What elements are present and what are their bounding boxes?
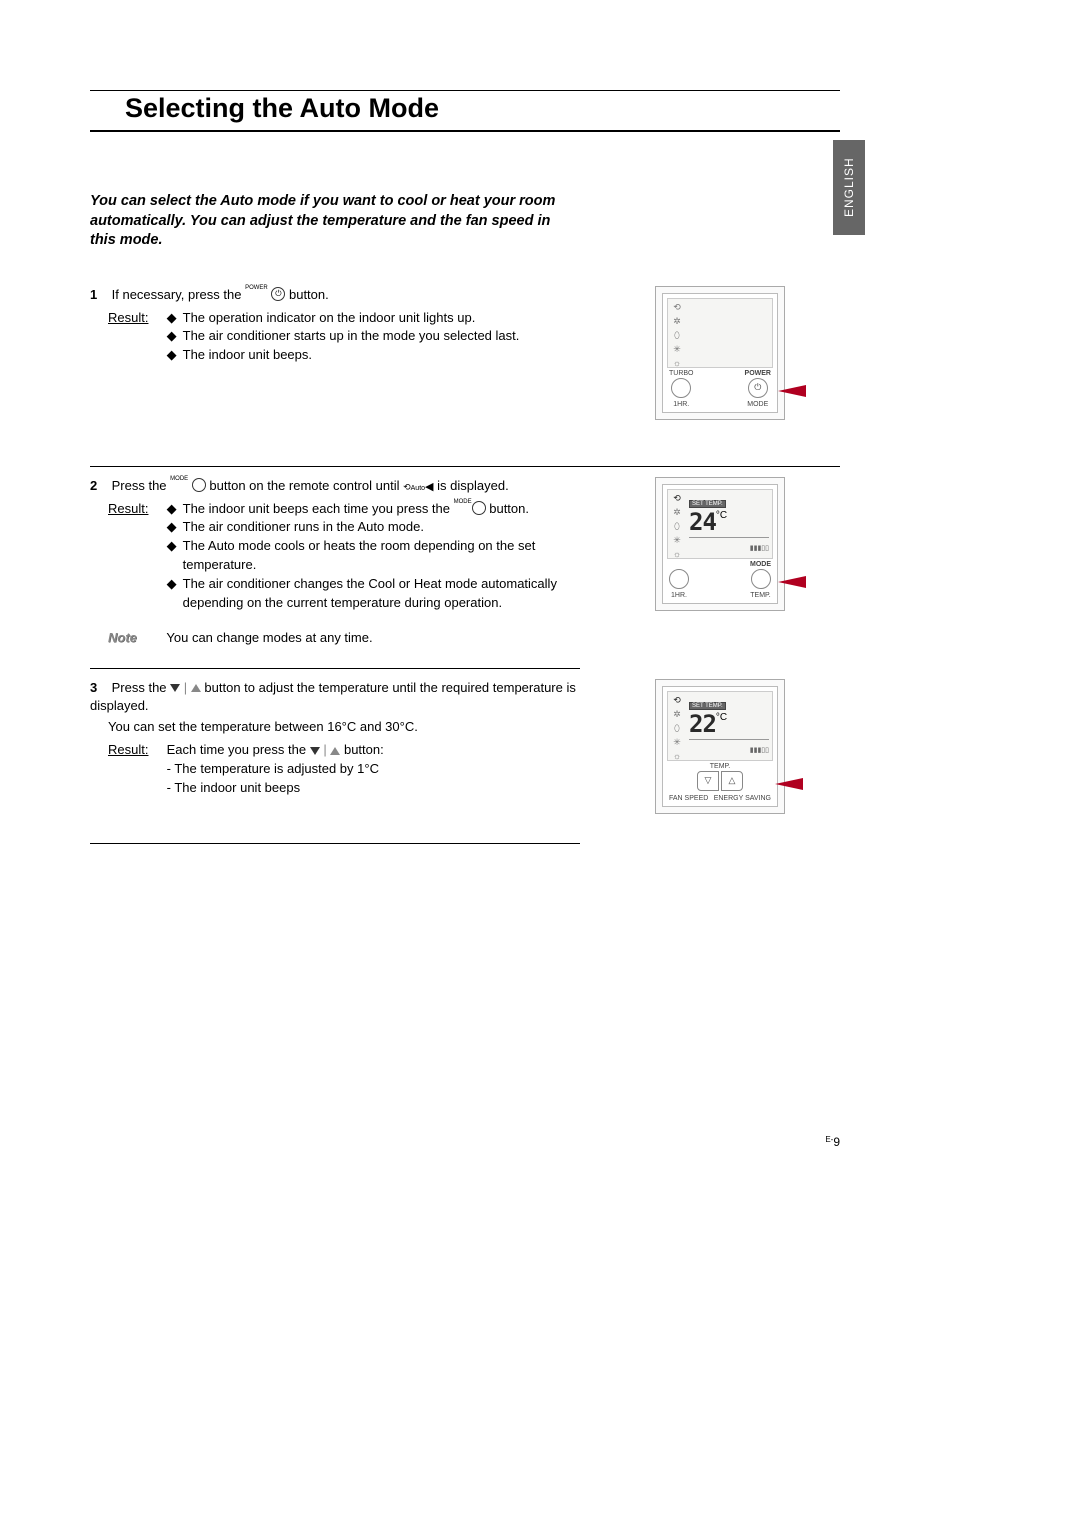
drop-icon: ⬯ (674, 521, 680, 532)
bullet-text: The air conditioner starts up in the mod… (183, 327, 520, 346)
auto-icon: ⟲ (673, 695, 681, 706)
hr-label: 1HR. (673, 401, 689, 408)
note-text: You can change modes at any time. (166, 630, 372, 645)
temp-label: TEMP. (710, 763, 731, 770)
power-label: POWER (745, 370, 771, 377)
mode-label: MODE (747, 401, 768, 408)
mode-button (751, 569, 771, 589)
bullet-text: The indoor unit beeps. (183, 346, 312, 365)
down-triangle-icon (170, 684, 180, 692)
temp-up-button: △ (721, 771, 743, 791)
title-bar: Selecting the Auto Mode (90, 90, 840, 132)
snow-icon: ✲ (673, 709, 681, 720)
page-content: Selecting the Auto Mode You can select t… (90, 0, 840, 849)
bullet-text: The Auto mode cools or heats the room de… (183, 537, 567, 575)
step-1: 1 If necessary, press the POWER ⏻ button… (90, 276, 840, 456)
step-number: 3 (90, 679, 108, 698)
remote-figure-3: ⟲ ✲ ⬯ ✳ ☼ SET TEMP. 22°C ▮▮▮▯▯ (655, 679, 785, 814)
note-label: Note (108, 629, 163, 648)
result-label: Result: (108, 500, 163, 519)
step-text: is displayed. (437, 478, 509, 493)
energy-saving-label: ENERGY SAVING (714, 795, 771, 802)
bullet-text: The indoor unit beeps each time you pres… (183, 500, 529, 519)
up-triangle-icon (330, 747, 340, 755)
set-temp-label: SET TEMP. (689, 500, 726, 508)
red-arrow-icon (778, 576, 806, 588)
result-line: - The temperature is adjusted by 1°C (167, 760, 567, 779)
bullet-text: The air conditioner runs in the Auto mod… (183, 518, 424, 537)
result-line: - The indoor unit beeps (167, 779, 567, 798)
step-text: Press the (112, 680, 171, 695)
power-button: ⏻ (748, 378, 768, 398)
snow-icon: ✲ (673, 507, 681, 518)
red-arrow-icon (778, 385, 806, 397)
drop-icon: ⬯ (674, 723, 680, 734)
auto-icon: ⟲ (673, 302, 681, 313)
step-text: You can set the temperature between 16°C… (90, 718, 590, 737)
turbo-button (669, 569, 689, 589)
turbo-label: TURBO (669, 370, 694, 377)
page-number: E-9 (825, 1135, 840, 1149)
mode-label: MODE (750, 561, 771, 568)
power-icon: ⏻ (271, 287, 285, 301)
star-icon: ✳ (673, 535, 681, 546)
step-number: 2 (90, 477, 108, 496)
hr-label: 1HR. (671, 592, 687, 599)
step-text-after: button. (289, 287, 329, 302)
star-icon: ✳ (673, 344, 681, 355)
up-triangle-icon (191, 684, 201, 692)
remote-figure-2: ⟲ ✲ ⬯ ✳ ☼ SET TEMP. 24°C ▮▮▮▯▯ (655, 477, 785, 611)
step-2: 2 Press the MODE button on the remote co… (90, 466, 840, 669)
result-label: Result: (108, 741, 163, 760)
result-label: Result: (108, 309, 163, 328)
step-number: 1 (90, 286, 108, 305)
sun-icon: ☼ (673, 549, 681, 559)
bullet-text: The air conditioner changes the Cool or … (183, 575, 567, 613)
fan-speed-label: FAN SPEED (669, 795, 708, 802)
result-text: button: (344, 742, 384, 757)
power-button-tiny-label: POWER (245, 285, 268, 291)
remote-figure-1: ⟲ ✲ ⬯ ✳ ☼ TURBO 1HR. (655, 286, 785, 420)
bullet-text: The operation indicator on the indoor un… (183, 309, 476, 328)
mode-tiny-label: MODE (170, 476, 188, 482)
temp-value: 24 (689, 508, 716, 536)
mode-icon (472, 501, 486, 515)
down-triangle-icon (310, 747, 320, 755)
sun-icon: ☼ (673, 358, 681, 368)
auto-icon: ⟲ (673, 493, 681, 504)
mode-icon (192, 478, 206, 492)
auto-icon: ⟲ (403, 482, 411, 492)
result-text: Each time you press the (167, 742, 310, 757)
sun-icon: ☼ (673, 751, 681, 761)
step-text: Press the (112, 478, 171, 493)
intro-text: You can select the Auto mode if you want… (90, 192, 580, 251)
star-icon: ✳ (673, 737, 681, 748)
step-text: button on the remote control until (209, 478, 403, 493)
drop-icon: ⬯ (674, 330, 680, 341)
temp-label: TEMP. (750, 592, 771, 599)
page-title: Selecting the Auto Mode (125, 93, 805, 124)
turbo-button (671, 378, 691, 398)
snow-icon: ✲ (673, 316, 681, 327)
set-temp-label: SET TEMP. (689, 702, 726, 710)
temp-down-button: ▽ (697, 771, 719, 791)
temp-value: 22 (689, 710, 716, 738)
red-arrow-icon (775, 778, 803, 790)
step-text: If necessary, press the (112, 287, 245, 302)
step-3: 3 Press the | button to adjust the tempe… (90, 669, 840, 849)
